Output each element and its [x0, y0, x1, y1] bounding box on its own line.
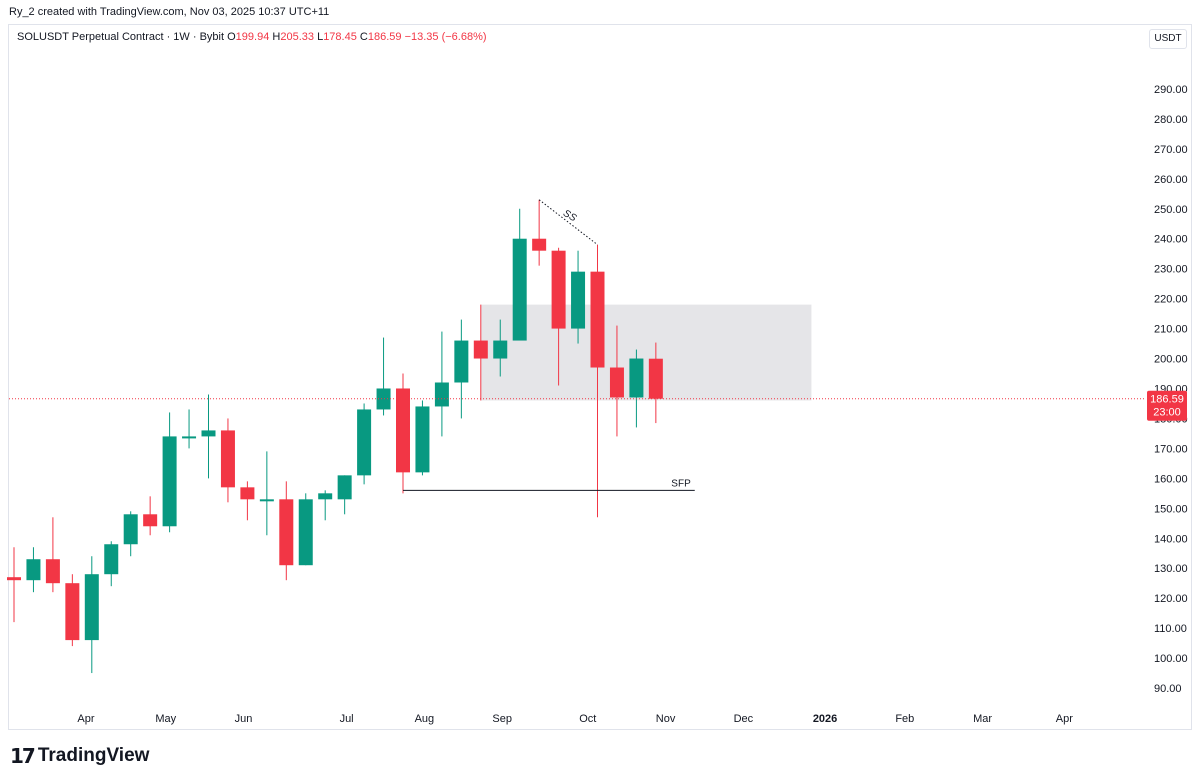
candle-body[interactable]: [84, 574, 99, 641]
change-value: −13.35 (−6.68%): [404, 31, 487, 43]
y-tick-label: 270.00: [1154, 144, 1188, 156]
y-tick-label: 260.00: [1154, 174, 1188, 186]
x-tick-label: Jun: [235, 713, 253, 725]
candle-body[interactable]: [551, 250, 566, 329]
candle-body[interactable]: [7, 577, 21, 581]
x-tick-label: Nov: [656, 713, 676, 725]
y-tick-label: 290.00: [1154, 84, 1188, 96]
y-tick-label: 100.00: [1154, 653, 1188, 665]
close-value: 186.59: [367, 31, 402, 43]
y-tick-label: 120.00: [1154, 593, 1188, 605]
x-tick-label: 2026: [813, 713, 837, 725]
x-tick-label: Dec: [734, 713, 754, 725]
candle-body[interactable]: [45, 559, 60, 584]
ss-label: SS: [561, 208, 578, 224]
candle-body[interactable]: [590, 271, 605, 368]
x-tick-label: Sep: [492, 713, 512, 725]
high-value: 205.33: [280, 31, 314, 43]
sfp-label: SFP: [671, 478, 691, 489]
close-label: C: [359, 31, 368, 43]
tradingview-logo[interactable]: 17 TradingView: [10, 744, 149, 768]
candle-body[interactable]: [434, 382, 449, 407]
candle-body[interactable]: [648, 358, 663, 399]
candle-body[interactable]: [240, 487, 255, 500]
x-tick-label: Aug: [415, 713, 435, 725]
y-tick-label: 250.00: [1154, 204, 1188, 216]
supply-demand-zone[interactable]: [480, 304, 812, 401]
candle-body[interactable]: [26, 559, 41, 581]
candle-body[interactable]: [571, 271, 586, 329]
bar-countdown: 23:00: [1153, 407, 1181, 419]
y-tick-label: 150.00: [1154, 503, 1188, 515]
y-tick-label: 220.00: [1154, 294, 1188, 306]
currency-button[interactable]: USDT: [1149, 29, 1187, 49]
y-tick-label: 160.00: [1154, 473, 1188, 485]
x-tick-label: May: [155, 713, 176, 725]
candle-body[interactable]: [512, 238, 527, 341]
tradingview-logo-text: TradingView: [37, 745, 150, 766]
tradingview-logo-icon: 17: [10, 744, 36, 768]
y-tick-label: 280.00: [1154, 114, 1188, 126]
x-tick-label: Mar: [973, 713, 992, 725]
candle-body[interactable]: [376, 388, 391, 410]
x-tick-label: Oct: [579, 713, 596, 725]
candle-body[interactable]: [65, 583, 80, 641]
candle-body[interactable]: [337, 475, 352, 500]
x-tick-label: Apr: [1056, 713, 1073, 725]
symbol-legend: SOLUSDT Perpetual Contract · 1W · Bybit …: [17, 31, 487, 43]
candle-body[interactable]: [629, 358, 644, 398]
candle-body[interactable]: [532, 238, 547, 251]
y-tick-label: 240.00: [1154, 234, 1188, 246]
x-tick-label: Jul: [340, 713, 354, 725]
x-tick-label: Apr: [77, 713, 94, 725]
chart-frame: [8, 24, 1192, 730]
open-value: 199.94: [235, 31, 270, 43]
candle-body[interactable]: [493, 340, 508, 359]
candle-body[interactable]: [473, 340, 488, 359]
y-tick-label: 200.00: [1154, 354, 1188, 366]
y-tick-label: 110.00: [1154, 623, 1187, 635]
high-label: H: [272, 31, 281, 43]
candle-body[interactable]: [162, 436, 177, 527]
symbol-title[interactable]: SOLUSDT Perpetual Contract · 1W · Bybit: [17, 31, 225, 43]
candle-body[interactable]: [609, 367, 624, 398]
chart-credit: Ry_2 created with TradingView.com, Nov 0…: [9, 6, 330, 18]
y-tick-label: 170.00: [1154, 443, 1188, 455]
y-tick-label: 230.00: [1154, 264, 1188, 276]
open-label: O: [227, 31, 236, 43]
x-tick-label: Feb: [895, 713, 914, 725]
candle-body[interactable]: [396, 388, 410, 473]
candle-body[interactable]: [201, 430, 216, 437]
current-price-value: 186.59: [1150, 394, 1184, 406]
candle-body[interactable]: [357, 409, 372, 476]
current-price-tag[interactable]: [1147, 390, 1187, 421]
candle-body[interactable]: [318, 493, 333, 500]
y-tick-label: 210.00: [1154, 324, 1188, 336]
candle-body[interactable]: [182, 436, 197, 439]
low-label: L: [317, 31, 324, 43]
candle-body[interactable]: [298, 499, 313, 566]
candle-body[interactable]: [104, 544, 119, 575]
ss-dotted-line[interactable]: [538, 199, 598, 246]
candle-body[interactable]: [415, 406, 430, 473]
low-value: 178.45: [323, 31, 357, 43]
candle-body[interactable]: [259, 499, 274, 502]
y-tick-label: 90.00: [1154, 683, 1182, 695]
candle-body[interactable]: [220, 430, 235, 488]
candle-body[interactable]: [143, 514, 158, 527]
candle-body[interactable]: [454, 340, 469, 383]
y-tick-label: 130.00: [1154, 563, 1188, 575]
y-tick-label: 140.00: [1154, 533, 1188, 545]
candle-body[interactable]: [123, 514, 138, 545]
candle-body[interactable]: [279, 499, 294, 566]
